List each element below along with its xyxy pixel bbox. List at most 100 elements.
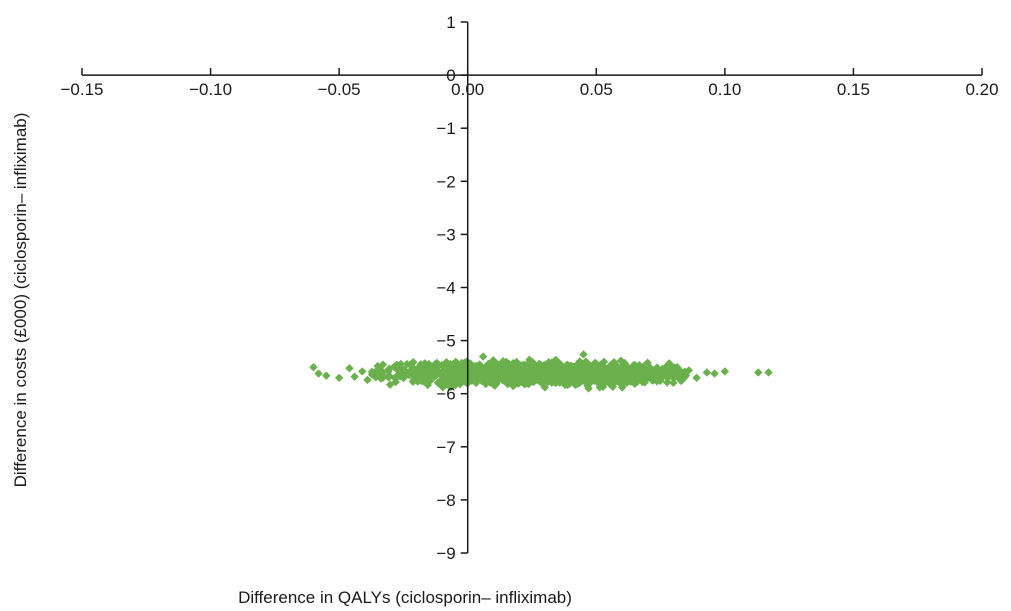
scatter-point: [334, 373, 344, 382]
scatter-point: [556, 371, 565, 380]
scatter-point: [590, 358, 600, 368]
scatter-point: [502, 357, 511, 367]
scatter-point: [629, 368, 639, 377]
scatter-point: [579, 350, 588, 359]
scatter-point: [607, 379, 616, 389]
scatter-point: [531, 366, 541, 375]
scatter-point: [563, 378, 573, 388]
scatter-point: [408, 377, 418, 387]
scatter-point: [541, 363, 550, 373]
scatter-point: [571, 362, 580, 372]
y-tick-label: −5: [436, 332, 455, 351]
scatter-point: [633, 377, 642, 386]
scatter-point: [478, 352, 488, 361]
scatter-point: [692, 373, 701, 382]
scatter-point: [636, 368, 645, 377]
scatter-point: [632, 363, 642, 373]
x-axis-title: Difference in QALYs (ciclosporin– inflix…: [238, 588, 572, 607]
scatter-point: [511, 364, 520, 374]
scatter-point: [514, 373, 524, 382]
scatter-point: [647, 373, 657, 382]
scatter-point: [720, 367, 730, 376]
scatter-point: [532, 374, 542, 384]
scatter-point: [424, 367, 434, 376]
scatter-point: [526, 375, 536, 384]
scatter-point: [615, 366, 624, 375]
scatter-point: [604, 367, 613, 376]
scatter-point: [402, 359, 412, 369]
scatter-point: [393, 365, 402, 375]
y-tick-label: 0: [446, 66, 455, 85]
scatter-point: [314, 369, 323, 378]
y-tick-label: −6: [436, 385, 455, 404]
scatter-point: [525, 355, 534, 364]
scatter-point: [754, 368, 763, 377]
scatter-point: [350, 372, 359, 381]
scatter-point: [618, 374, 627, 383]
scatter-point: [595, 383, 604, 392]
scatter-point: [639, 363, 649, 372]
scatter-point: [534, 362, 543, 372]
scatter-point: [584, 384, 593, 393]
scatter-point: [440, 373, 449, 382]
scatter-point: [684, 366, 694, 375]
scatter-point: [662, 368, 671, 377]
scatter-point: [592, 369, 601, 378]
scatter-point: [444, 379, 454, 388]
x-tick-label: −0.15: [60, 80, 103, 99]
x-tick-label: 0.10: [708, 80, 741, 99]
scatter-point: [664, 365, 673, 374]
scatter-point: [632, 370, 641, 380]
scatter-point: [322, 371, 331, 380]
scatter-point: [373, 361, 382, 371]
scatter-point: [455, 379, 465, 389]
scatter-point: [584, 360, 593, 370]
scatter-point: [559, 364, 569, 374]
scatter-point: [652, 363, 662, 372]
scatter-point: [484, 359, 493, 369]
scatter-point: [471, 371, 480, 380]
scatter-point: [566, 363, 576, 372]
scatter-point: [448, 361, 457, 370]
scatter-point: [523, 364, 533, 374]
scatter-point: [669, 378, 678, 387]
scatter-point: [383, 366, 393, 375]
scatter-point: [601, 363, 610, 373]
scatter-point: [368, 369, 377, 378]
scatter-point: [604, 372, 614, 382]
scatter-point: [409, 364, 418, 373]
scatter-point: [620, 358, 629, 368]
scatter-point: [622, 374, 632, 384]
y-tick-label: −3: [436, 225, 455, 244]
scatter-point: [669, 371, 678, 380]
scatter-point: [629, 372, 639, 381]
scatter-point: [345, 364, 354, 373]
scatter-point: [679, 374, 688, 383]
scatter-point: [618, 383, 627, 392]
scatter-point: [448, 366, 457, 375]
y-tick-label: −7: [436, 438, 455, 457]
scatter-point: [643, 358, 652, 367]
scatter-point: [538, 373, 548, 382]
scatter-point: [523, 378, 532, 387]
scatter-point: [432, 358, 442, 368]
scatter-point: [486, 377, 496, 387]
x-tick-label: 0.05: [580, 80, 613, 99]
scatter-point: [500, 376, 510, 385]
scatter-point: [391, 377, 400, 387]
x-axis-ticks: −0.15 −0.10 −0.05 0.00 0.05 0.10 0.15 0.20: [60, 68, 999, 99]
scatter-point: [661, 362, 670, 372]
scatter-point: [646, 367, 655, 376]
scatter-point: [363, 375, 372, 385]
scatter-point: [514, 359, 523, 369]
x-tick-label: 0.00: [451, 80, 484, 99]
scatter-point: [599, 357, 609, 367]
scatter-point: [611, 368, 620, 378]
scatter-point: [401, 370, 411, 379]
scatter-point: [563, 360, 572, 369]
scatter-point: [464, 371, 474, 380]
y-tick-label: −9: [436, 544, 455, 563]
scatter-point: [577, 369, 587, 378]
scatter-point: [309, 362, 318, 372]
